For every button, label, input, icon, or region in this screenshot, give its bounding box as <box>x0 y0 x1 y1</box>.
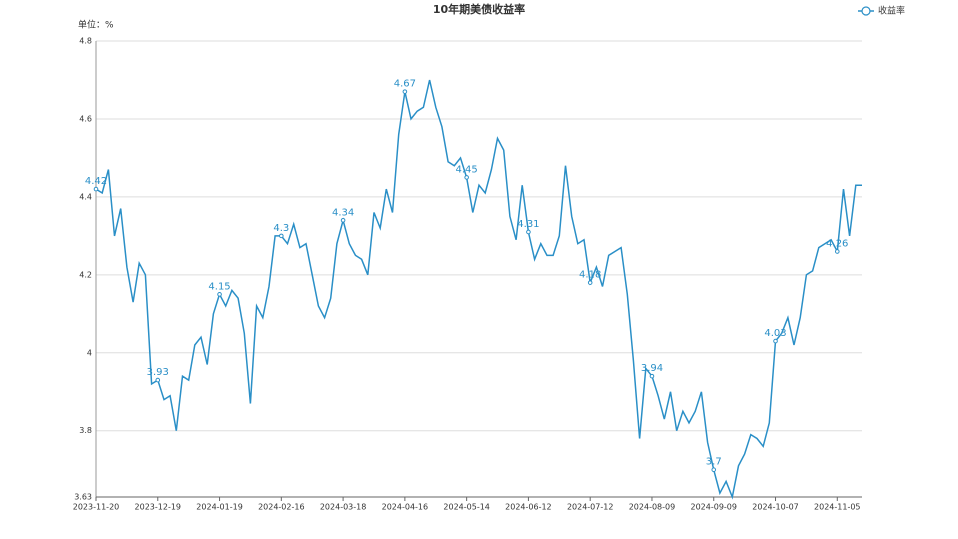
x-tick-label: 2024-04-16 <box>382 503 429 512</box>
x-tick-label: 2024-09-09 <box>690 503 737 512</box>
x-tick-label: 2023-11-20 <box>73 503 120 512</box>
data-label: 4.15 <box>208 281 230 292</box>
point-marker <box>587 280 593 285</box>
x-tick-label: 2024-02-16 <box>258 503 305 512</box>
point-marker <box>402 89 408 94</box>
point-marker <box>464 175 469 180</box>
point-marker <box>279 233 284 239</box>
chart-title: 10年期美债收益率 <box>433 2 525 16</box>
data-label: 4.67 <box>394 79 416 90</box>
x-tick-label: 2024-08-09 <box>629 503 676 512</box>
y-tick-label: 4 <box>87 348 92 357</box>
data-label: 4.45 <box>456 164 478 175</box>
line <box>95 79 862 500</box>
point-marker <box>217 292 222 297</box>
point-marker <box>649 373 655 379</box>
point-marker <box>834 249 840 254</box>
point-marker <box>93 186 99 192</box>
legend-marker <box>861 6 871 16</box>
data-label: 4.42 <box>85 176 107 187</box>
x-tick-label: 2023-12-19 <box>135 503 182 512</box>
point-marker <box>526 229 531 235</box>
point-marker <box>711 467 717 473</box>
point-marker <box>773 338 778 344</box>
x-tick-label: 2024-01-19 <box>196 503 243 512</box>
data-label: 4.18 <box>579 270 601 281</box>
x-tick-label: 2024-06-12 <box>505 503 552 512</box>
x-tick-label: 2024-03-18 <box>320 503 367 512</box>
x-tick-label: 2024-11-05 <box>814 503 861 512</box>
data-label: 3.93 <box>147 367 169 378</box>
y-axis-label: 单位：% <box>78 19 114 31</box>
data-label: 3.94 <box>641 363 663 374</box>
y-tick-label: 3.63 <box>74 493 92 502</box>
legend-label: 收益率 <box>878 5 905 17</box>
y-tick-label: 4.6 <box>79 114 92 123</box>
x-tick-label: 2024-10-07 <box>752 503 799 512</box>
point-marker <box>155 377 161 383</box>
data-label: 4.3 <box>273 223 289 234</box>
data-label: 4.31 <box>517 219 539 230</box>
point-marker <box>340 217 346 223</box>
y-tick-label: 4.4 <box>79 192 92 201</box>
data-label: 3.7 <box>706 457 722 468</box>
y-tick-label: 3.8 <box>79 426 92 435</box>
x-tick-label: 2024-07-12 <box>567 503 614 512</box>
y-tick-label: 4.2 <box>79 270 92 279</box>
data-label: 4.26 <box>826 238 848 249</box>
data-label: 4.03 <box>764 328 786 339</box>
x-tick-label: 2024-05-14 <box>443 503 490 512</box>
data-label: 4.34 <box>332 207 354 218</box>
y-tick-label: 4.8 <box>79 37 92 46</box>
